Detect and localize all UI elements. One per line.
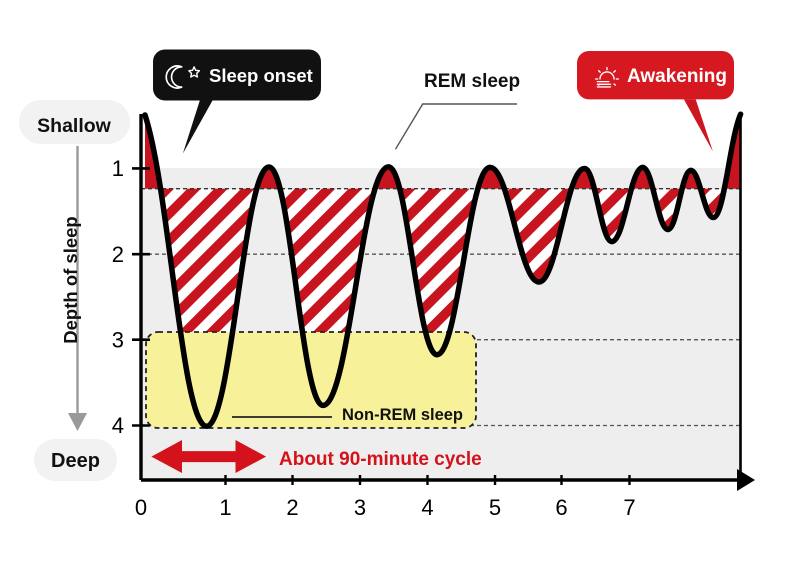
svg-text:0: 0: [135, 495, 147, 520]
svg-text:Shallow: Shallow: [37, 115, 112, 137]
svg-text:4: 4: [421, 495, 433, 520]
svg-text:2: 2: [112, 242, 124, 267]
svg-text:About 90-minute cycle: About 90-minute cycle: [279, 449, 482, 470]
svg-text:2: 2: [286, 495, 298, 520]
svg-text:REM sleep: REM sleep: [424, 71, 520, 92]
svg-text:4: 4: [112, 413, 124, 438]
svg-text:1: 1: [112, 156, 124, 181]
svg-text:7: 7: [623, 495, 635, 520]
svg-text:Sleep onset: Sleep onset: [209, 65, 313, 86]
svg-text:Non-REM sleep: Non-REM sleep: [342, 406, 463, 424]
svg-text:Awakening: Awakening: [627, 66, 727, 87]
svg-text:3: 3: [112, 328, 124, 353]
svg-text:3: 3: [354, 495, 366, 520]
svg-text:Deep: Deep: [51, 450, 100, 472]
svg-text:Depth of sleep: Depth of sleep: [60, 216, 81, 343]
svg-text:1: 1: [219, 495, 231, 520]
svg-text:6: 6: [555, 495, 567, 520]
svg-text:5: 5: [489, 495, 501, 520]
